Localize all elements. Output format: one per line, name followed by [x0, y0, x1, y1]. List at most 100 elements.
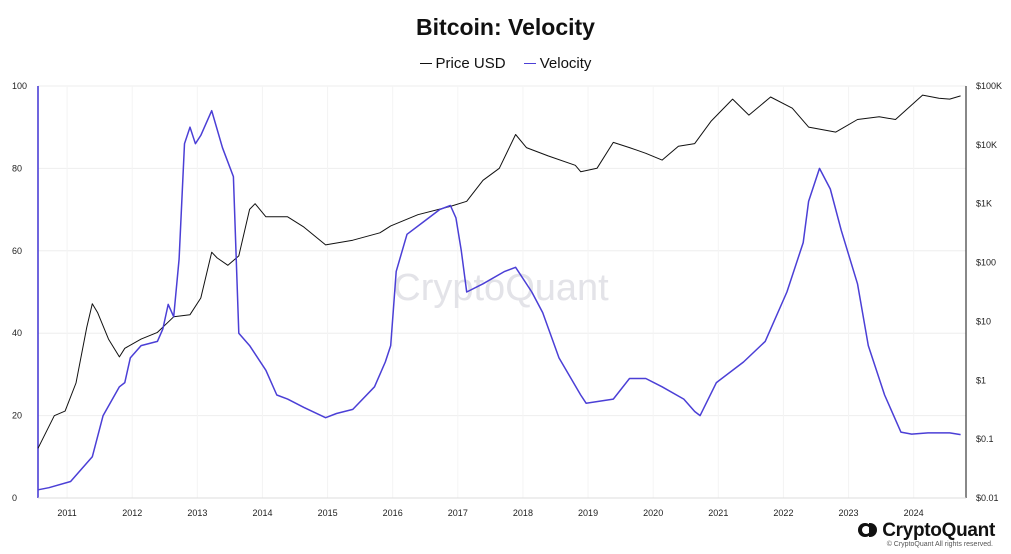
price-point [835, 131, 837, 133]
price-point [216, 257, 218, 259]
velocity-point [482, 283, 484, 285]
velocity-point [69, 480, 71, 482]
price-point [189, 314, 191, 316]
price-point [466, 200, 468, 202]
velocity-point [118, 386, 120, 388]
price-point [949, 98, 951, 100]
x-tick-label: 2023 [839, 508, 859, 518]
velocity-point [911, 433, 913, 435]
velocity-point [558, 357, 560, 359]
x-tick-label: 2016 [383, 508, 403, 518]
legend-item-velocity[interactable]: Velocity [523, 55, 592, 72]
velocity-point [715, 381, 717, 383]
x-tick-label: 2018 [513, 508, 533, 518]
price-point [200, 297, 202, 299]
velocity-point [178, 258, 180, 260]
velocity-point [699, 414, 701, 416]
price-point [91, 303, 93, 305]
price-point [390, 225, 392, 227]
price-point [303, 226, 305, 228]
price-point [254, 203, 256, 205]
x-tick-label: 2021 [708, 508, 728, 518]
velocity-point [37, 489, 39, 491]
velocity-point [140, 344, 142, 346]
velocity-point [504, 270, 506, 272]
velocity-point [628, 377, 630, 379]
price-point [118, 356, 120, 358]
legend-swatch-price [419, 63, 432, 64]
velocity-point [438, 208, 440, 210]
velocity-point [949, 432, 951, 434]
velocity-point [183, 143, 185, 145]
x-tick-label: 2020 [643, 508, 663, 518]
velocity-point [373, 386, 375, 388]
velocity-point [276, 394, 278, 396]
velocity-point [455, 217, 457, 219]
copyright-text: © CryptoQuant All rights reserved. [886, 541, 993, 548]
price-point [498, 167, 500, 169]
velocity-point [156, 340, 158, 342]
velocity-point [91, 456, 93, 458]
legend-label-price: Price USD [435, 55, 506, 72]
velocity-point [102, 414, 104, 416]
velocity-point [829, 188, 831, 190]
x-tick-label: 2017 [448, 508, 468, 518]
price-point [547, 155, 549, 157]
price-point [379, 232, 381, 234]
price-point [710, 120, 712, 122]
velocity-point [883, 394, 885, 396]
price-point [645, 152, 647, 154]
legend-label-velocity: Velocity [539, 55, 592, 72]
velocity-point [324, 417, 326, 419]
velocity-point [173, 316, 175, 318]
price-point [227, 264, 229, 266]
y-right-tick-label: $100 [976, 258, 996, 268]
price-point [37, 447, 39, 449]
price-point [75, 382, 77, 384]
price-point [921, 94, 923, 96]
y-left-tick-label: 40 [12, 328, 22, 338]
velocity-point [238, 332, 240, 334]
legend: Price USD Velocity [0, 51, 1011, 72]
brand-logo: CryptoQuant [858, 520, 995, 542]
price-point [86, 326, 88, 328]
velocity-point [818, 167, 820, 169]
y-right-tick-label: $1K [976, 199, 992, 209]
price-point [124, 347, 126, 349]
velocity-point [286, 398, 288, 400]
price-point [286, 216, 288, 218]
velocity-point [807, 200, 809, 202]
velocity-point [162, 328, 164, 330]
price-point [878, 116, 880, 118]
velocity-point [335, 412, 337, 414]
velocity-point [786, 291, 788, 293]
velocity-point [200, 134, 202, 136]
velocity-point [840, 229, 842, 231]
velocity-point [661, 386, 663, 388]
price-point [628, 146, 630, 148]
price-point [238, 255, 240, 257]
legend-swatch-velocity [523, 63, 536, 64]
velocity-point [959, 433, 961, 435]
price-point [140, 338, 142, 340]
velocity-point [531, 291, 533, 293]
velocity-point [211, 110, 213, 112]
price-point [265, 216, 267, 218]
series-line-velocity [37, 109, 961, 491]
price-point [612, 141, 614, 143]
velocity-point [449, 204, 451, 206]
velocity-point [802, 241, 804, 243]
x-tick-label: 2015 [318, 508, 338, 518]
legend-item-price[interactable]: Price USD [419, 55, 506, 72]
price-point [156, 331, 158, 333]
velocity-point [395, 270, 397, 272]
x-tick-label: 2014 [252, 508, 272, 518]
velocity-point [764, 340, 766, 342]
price-point [248, 208, 250, 210]
price-point [514, 133, 516, 135]
velocity-point [390, 344, 392, 346]
chart-title: Bitcoin: Velocity [416, 14, 595, 40]
price-point [211, 251, 213, 253]
y-right-tick-label: $1 [976, 375, 986, 385]
